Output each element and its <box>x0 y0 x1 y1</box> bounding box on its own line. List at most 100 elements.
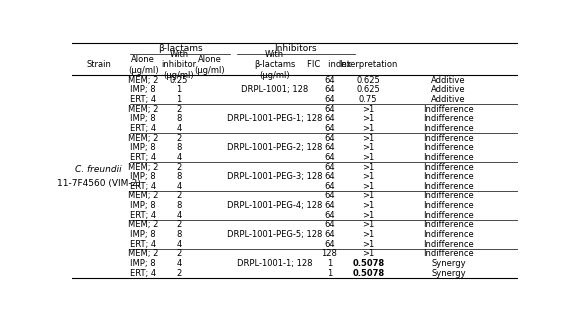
Text: 0.5078: 0.5078 <box>352 269 384 278</box>
Text: MEM; 2: MEM; 2 <box>128 163 158 172</box>
Text: Indifference: Indifference <box>423 114 474 123</box>
Text: Indifference: Indifference <box>423 105 474 114</box>
Text: Indifference: Indifference <box>423 143 474 152</box>
Text: 8: 8 <box>176 230 182 239</box>
Text: Indifference: Indifference <box>423 153 474 162</box>
Text: IMP; 8: IMP; 8 <box>131 114 156 123</box>
Text: 0.625: 0.625 <box>356 85 380 94</box>
Text: Interpretation: Interpretation <box>339 60 397 69</box>
Text: Alone
(µg/ml): Alone (µg/ml) <box>128 55 159 75</box>
Text: DRPL-1001-PEG-1; 128: DRPL-1001-PEG-1; 128 <box>227 114 323 123</box>
Text: >1: >1 <box>362 143 374 152</box>
Text: 0.625: 0.625 <box>356 76 380 85</box>
Text: >1: >1 <box>362 172 374 181</box>
Text: ERT; 4: ERT; 4 <box>130 153 156 162</box>
Text: MEM; 2: MEM; 2 <box>128 192 158 200</box>
Text: 64: 64 <box>324 76 335 85</box>
Text: >1: >1 <box>362 134 374 143</box>
Text: Additive: Additive <box>431 76 466 85</box>
Text: ERT; 4: ERT; 4 <box>130 211 156 220</box>
Text: 0.25: 0.25 <box>170 76 188 85</box>
Text: 64: 64 <box>324 114 335 123</box>
Text: 4: 4 <box>176 153 182 162</box>
Text: 4: 4 <box>176 182 182 191</box>
Text: Indifference: Indifference <box>423 163 474 172</box>
Text: 64: 64 <box>324 85 335 94</box>
Text: Synergy: Synergy <box>431 269 466 278</box>
Text: 11-7F4560 (VIM-2): 11-7F4560 (VIM-2) <box>57 179 140 188</box>
Text: 1: 1 <box>327 259 332 268</box>
Text: 64: 64 <box>324 182 335 191</box>
Text: ERT; 4: ERT; 4 <box>130 95 156 104</box>
Text: Indifference: Indifference <box>423 249 474 258</box>
Text: 64: 64 <box>324 153 335 162</box>
Text: IMP; 8: IMP; 8 <box>131 172 156 181</box>
Text: Indifference: Indifference <box>423 211 474 220</box>
Text: FIC   index: FIC index <box>307 60 352 69</box>
Text: >1: >1 <box>362 105 374 114</box>
Text: 64: 64 <box>324 124 335 133</box>
Text: 64: 64 <box>324 201 335 210</box>
Text: 64: 64 <box>324 134 335 143</box>
Text: DRPL-1001-PEG-2; 128: DRPL-1001-PEG-2; 128 <box>227 143 323 152</box>
Text: >1: >1 <box>362 153 374 162</box>
Text: With
inhibitor
(µg/ml): With inhibitor (µg/ml) <box>161 50 197 80</box>
Text: ERT; 4: ERT; 4 <box>130 182 156 191</box>
Text: 2: 2 <box>176 192 182 200</box>
Text: 8: 8 <box>176 114 182 123</box>
Text: >1: >1 <box>362 211 374 220</box>
Text: With
β-lactams
(µg/ml): With β-lactams (µg/ml) <box>254 50 296 80</box>
Text: 64: 64 <box>324 143 335 152</box>
Text: DRPL-1001-PEG-3; 128: DRPL-1001-PEG-3; 128 <box>227 172 323 181</box>
Text: 64: 64 <box>324 172 335 181</box>
Text: >1: >1 <box>362 220 374 229</box>
Text: Indifference: Indifference <box>423 230 474 239</box>
Text: DRPL-1001-PEG-5; 128: DRPL-1001-PEG-5; 128 <box>227 230 323 239</box>
Text: Additive: Additive <box>431 95 466 104</box>
Text: >1: >1 <box>362 240 374 249</box>
Text: MEM; 2: MEM; 2 <box>128 105 158 114</box>
Text: >1: >1 <box>362 124 374 133</box>
Text: 64: 64 <box>324 230 335 239</box>
Text: β-lactams: β-lactams <box>158 44 202 53</box>
Text: 64: 64 <box>324 105 335 114</box>
Text: Inhibitors: Inhibitors <box>274 44 317 53</box>
Text: 4: 4 <box>176 124 182 133</box>
Text: C. freundii: C. freundii <box>75 165 122 174</box>
Text: IMP; 8: IMP; 8 <box>131 259 156 268</box>
Text: 64: 64 <box>324 192 335 200</box>
Text: 2: 2 <box>176 220 182 229</box>
Text: >1: >1 <box>362 163 374 172</box>
Text: Indifference: Indifference <box>423 201 474 210</box>
Text: 2: 2 <box>176 105 182 114</box>
Text: IMP; 8: IMP; 8 <box>131 230 156 239</box>
Text: 64: 64 <box>324 163 335 172</box>
Text: DRPL-1001-1; 128: DRPL-1001-1; 128 <box>237 259 312 268</box>
Text: Indifference: Indifference <box>423 240 474 249</box>
Text: MEM; 2: MEM; 2 <box>128 249 158 258</box>
Text: 8: 8 <box>176 201 182 210</box>
Text: 0.75: 0.75 <box>359 95 377 104</box>
Text: Synergy: Synergy <box>431 259 466 268</box>
Text: 2: 2 <box>176 134 182 143</box>
Text: Indifference: Indifference <box>423 192 474 200</box>
Text: Indifference: Indifference <box>423 182 474 191</box>
Text: Additive: Additive <box>431 85 466 94</box>
Text: 1: 1 <box>176 85 182 94</box>
Text: 4: 4 <box>176 259 182 268</box>
Text: Indifference: Indifference <box>423 134 474 143</box>
Text: Indifference: Indifference <box>423 220 474 229</box>
Text: Indifference: Indifference <box>423 124 474 133</box>
Text: 2: 2 <box>176 249 182 258</box>
Text: >1: >1 <box>362 249 374 258</box>
Text: 64: 64 <box>324 240 335 249</box>
Text: >1: >1 <box>362 114 374 123</box>
Text: 4: 4 <box>176 211 182 220</box>
Text: MEM; 2: MEM; 2 <box>128 76 158 85</box>
Text: 1: 1 <box>176 95 182 104</box>
Text: ERT; 4: ERT; 4 <box>130 124 156 133</box>
Text: Alone
(µg/ml): Alone (µg/ml) <box>195 55 225 75</box>
Text: IMP; 8: IMP; 8 <box>131 85 156 94</box>
Text: Strain: Strain <box>86 60 111 69</box>
Text: MEM; 2: MEM; 2 <box>128 220 158 229</box>
